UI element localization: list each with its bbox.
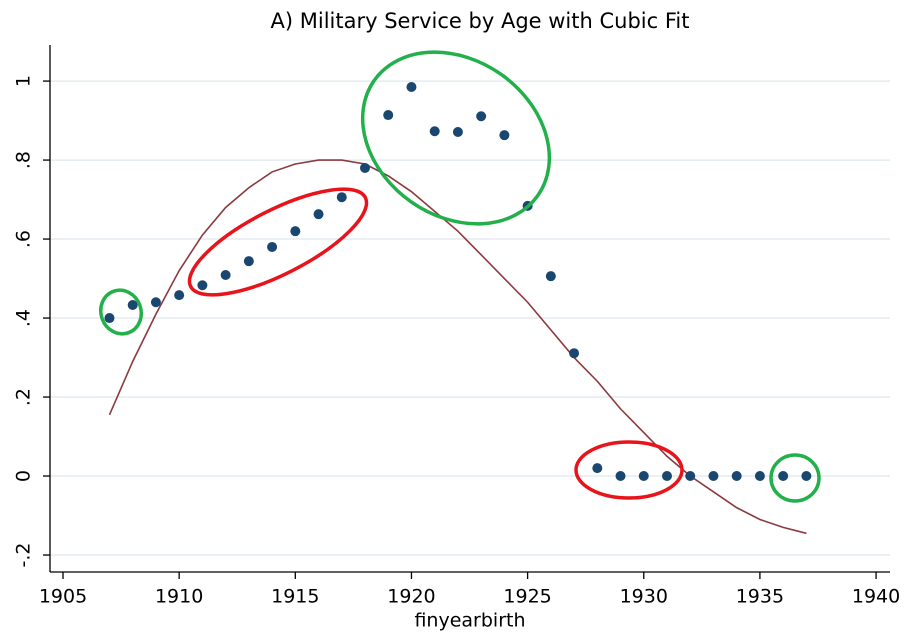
annotations [99,50,821,503]
annotation-ellipse [769,453,821,503]
data-point [313,209,324,220]
grid [50,80,890,556]
y-tick-label: .4 [13,309,35,327]
data-point [290,226,301,237]
data-point [220,269,231,280]
chart-title: A) Military Service by Age with Cubic Fi… [271,9,690,33]
data-point [267,241,278,252]
data-point [499,130,510,141]
y-tick-label: .2 [13,388,35,406]
data-point [406,81,417,92]
y-tick-label: .8 [13,151,35,169]
data-point [104,313,115,324]
annotation-ellipse [574,440,684,500]
data-point [360,162,370,173]
data-point [754,471,765,482]
data-point [661,471,672,482]
data-point [615,471,626,482]
x-tick-label: 1940 [852,586,900,608]
x-tick-label: 1920 [387,586,435,608]
data-point [429,126,440,137]
data-point [383,110,394,121]
data-point [778,471,789,482]
x-tick-label: 1910 [155,586,203,608]
data-point [197,280,208,291]
annotation-ellipse [187,187,369,297]
data-point [127,300,138,311]
data-point [569,348,580,359]
data-point [545,271,556,282]
x-axis-label: finyearbirth [414,610,525,632]
data-point [731,471,742,482]
data-point [452,127,463,138]
data-point [685,471,696,482]
data-point [150,297,161,308]
x-tick-label: 1925 [503,586,551,608]
y-tick-label: .6 [13,230,35,248]
data-point [708,471,719,482]
x-tick-label: 1915 [271,586,319,608]
data-point [243,256,254,267]
annotation-ellipse [360,50,552,226]
data-point [476,111,487,122]
data-point [174,290,185,301]
data-point [801,471,812,482]
data-point [592,463,603,474]
y-tick-label: -.2 [13,543,35,568]
x-tick-label: 1905 [39,586,87,608]
data-point [336,192,347,203]
y-tick-label: 1 [13,75,35,87]
annotation-ellipse [99,288,143,336]
y-tick-label: 0 [13,470,35,482]
x-tick-label: 1930 [620,586,668,608]
data-point [638,471,649,482]
x-tick-label: 1935 [736,586,784,608]
